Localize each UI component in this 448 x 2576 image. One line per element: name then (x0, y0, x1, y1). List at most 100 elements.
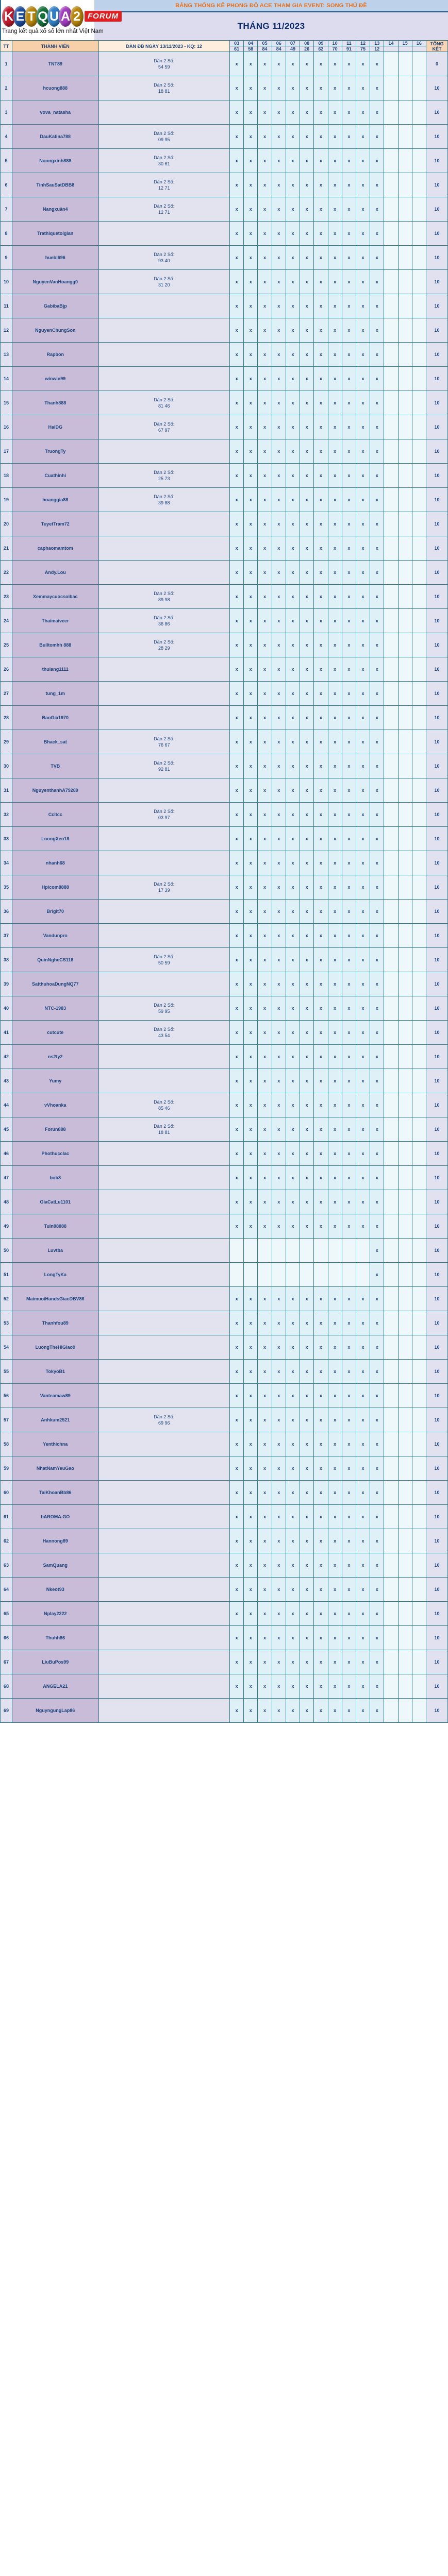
member-name[interactable]: TaiKhoanBb86 (12, 1480, 99, 1505)
row-total: 10 (426, 1165, 448, 1190)
top-banner: K E T Q U A 2 FORUM Trang kết quả xổ số … (0, 0, 448, 40)
member-name[interactable]: Vanteamaw89 (12, 1383, 99, 1408)
member-name[interactable]: huebi696 (12, 245, 99, 270)
day-cell-15 (397, 439, 412, 464)
member-name[interactable]: caphaomamtom (12, 536, 99, 561)
dan-numbers (98, 439, 230, 464)
member-name[interactable]: NguyngungLap86 (12, 1698, 99, 1723)
day-cell-07: x (285, 439, 301, 464)
site-logo[interactable]: K E T Q U A 2 FORUM Trang kết quả xổ số … (0, 0, 122, 40)
col-header-tt: TT (0, 40, 13, 52)
day-cell-06: x (271, 826, 286, 851)
member-name[interactable]: Thuhh86 (12, 1625, 99, 1650)
member-name[interactable]: SamQuang (12, 1553, 99, 1578)
member-name[interactable]: GabibaBjp (12, 294, 99, 318)
member-name[interactable]: Rapbon (12, 342, 99, 367)
member-name[interactable]: ns2ty2 (12, 1044, 99, 1069)
member-name[interactable]: thulang1111 (12, 657, 99, 682)
member-name[interactable]: Phothucclac (12, 1141, 99, 1166)
member-name[interactable]: hoanggia88 (12, 487, 99, 512)
member-name[interactable]: TokyoB1 (12, 1359, 99, 1384)
member-name[interactable]: Trathiquetoigian (12, 221, 99, 246)
row-total: 10 (426, 851, 448, 875)
member-name[interactable]: NguyenVanHoangg0 (12, 269, 99, 294)
day-cell-03: x (229, 1359, 244, 1384)
member-name[interactable]: cutcute (12, 1020, 99, 1045)
member-name[interactable]: Thaimaiveer (12, 608, 99, 633)
member-name[interactable]: Nplay2222 (12, 1601, 99, 1626)
member-name[interactable]: TuyetTram72 (12, 512, 99, 536)
member-name[interactable]: Andy.Lou (12, 560, 99, 585)
member-name[interactable]: Cuathinhi (12, 463, 99, 488)
member-name[interactable]: TruongTy (12, 439, 99, 464)
member-name[interactable]: LuongTheHiGiao9 (12, 1335, 99, 1360)
member-name[interactable]: nhanh68 (12, 851, 99, 875)
member-name[interactable]: bAROMA.GO (12, 1504, 99, 1529)
day-cell-13: x (370, 1359, 385, 1384)
dan-numbers: Dàn 2 Số: 17 39 (98, 875, 230, 900)
member-name[interactable]: Bulltomhh 888 (12, 633, 99, 657)
member-name[interactable]: LongTyKa (12, 1262, 99, 1287)
member-name[interactable]: GiaCatLu1101 (12, 1190, 99, 1214)
day-cell-03: x (229, 1504, 244, 1529)
member-name[interactable]: Tuln88888 (12, 1214, 99, 1239)
day-cell-05: x (257, 1311, 272, 1335)
result-day-11: 91 (341, 46, 356, 52)
member-name[interactable]: LuongXen18 (12, 826, 99, 851)
member-name[interactable]: BaoGia1970 (12, 705, 99, 730)
member-name[interactable]: Nangxuân4 (12, 197, 99, 222)
member-name[interactable]: SatthuhoaDungNQ77 (12, 972, 99, 996)
member-name[interactable]: Nuongxinh888 (12, 148, 99, 173)
day-cell-15 (397, 851, 412, 875)
member-name[interactable]: Yenthichna (12, 1432, 99, 1456)
member-name[interactable]: Nkeot93 (12, 1577, 99, 1602)
day-cell-08: x (300, 851, 314, 875)
result-day-07: 49 (285, 46, 301, 52)
member-name[interactable]: QuinNgheCS118 (12, 947, 99, 972)
member-name[interactable]: HaiDG (12, 415, 99, 439)
member-name[interactable]: Yumy (12, 1069, 99, 1093)
table-row: 13 Rapbon x x x x x x x x x x x 10 (0, 342, 448, 367)
member-name[interactable]: hcuong888 (12, 76, 99, 100)
member-name[interactable]: MaimuoiHandsGiacDBV86 (12, 1286, 99, 1311)
day-cell-13: x (370, 947, 385, 972)
member-name[interactable]: NhatNamYeuGao (12, 1456, 99, 1481)
member-name[interactable]: Vandunpro (12, 923, 99, 948)
member-name[interactable]: ANGELA21 (12, 1674, 99, 1699)
member-name[interactable]: TNT89 (12, 52, 99, 76)
member-name[interactable]: Forun888 (12, 1117, 99, 1142)
member-name[interactable]: Hpicom8888 (12, 875, 99, 900)
row-index: 58 (0, 1432, 13, 1456)
member-name[interactable]: winwin99 (12, 366, 99, 391)
member-name[interactable]: DauKatina788 (12, 124, 99, 149)
day-cell-16 (411, 1529, 427, 1553)
day-cell-09: x (313, 851, 328, 875)
member-name[interactable]: NTC-1983 (12, 996, 99, 1021)
day-cell-16 (411, 1432, 427, 1456)
member-name[interactable]: Xemmaycuocsoibac (12, 584, 99, 609)
member-name[interactable]: Bhack_sat (12, 730, 99, 754)
member-name[interactable]: Hannong89 (12, 1529, 99, 1553)
day-cell-09: x (313, 391, 328, 415)
day-cell-08: x (300, 1044, 314, 1069)
member-name[interactable]: vVhoanka (12, 1093, 99, 1117)
day-cell-08: x (300, 584, 314, 609)
member-name[interactable]: Anhkum2521 (12, 1408, 99, 1432)
col-header-day-08: 08 (300, 40, 314, 46)
member-name[interactable]: bob8 (12, 1165, 99, 1190)
member-name[interactable]: TinhSauSatDBB8 (12, 173, 99, 197)
member-name[interactable]: Ccltcc (12, 802, 99, 827)
day-cell-09: x (313, 463, 328, 488)
member-name[interactable]: vova_natasha (12, 100, 99, 125)
member-name[interactable]: Brigit70 (12, 899, 99, 924)
member-name[interactable]: NguyenthanhA79289 (12, 778, 99, 803)
member-name[interactable]: LiuBuPos99 (12, 1650, 99, 1674)
dan-value: 17 39 (158, 888, 170, 893)
member-name[interactable]: TVB (12, 754, 99, 778)
member-name[interactable]: NguyenChungSon (12, 318, 99, 343)
member-name[interactable]: Thanhfou89 (12, 1311, 99, 1335)
member-name[interactable]: Luvtba (12, 1238, 99, 1263)
member-name[interactable]: Thanh888 (12, 391, 99, 415)
member-name[interactable]: tung_1m (12, 681, 99, 706)
day-cell-13: x (370, 633, 385, 657)
